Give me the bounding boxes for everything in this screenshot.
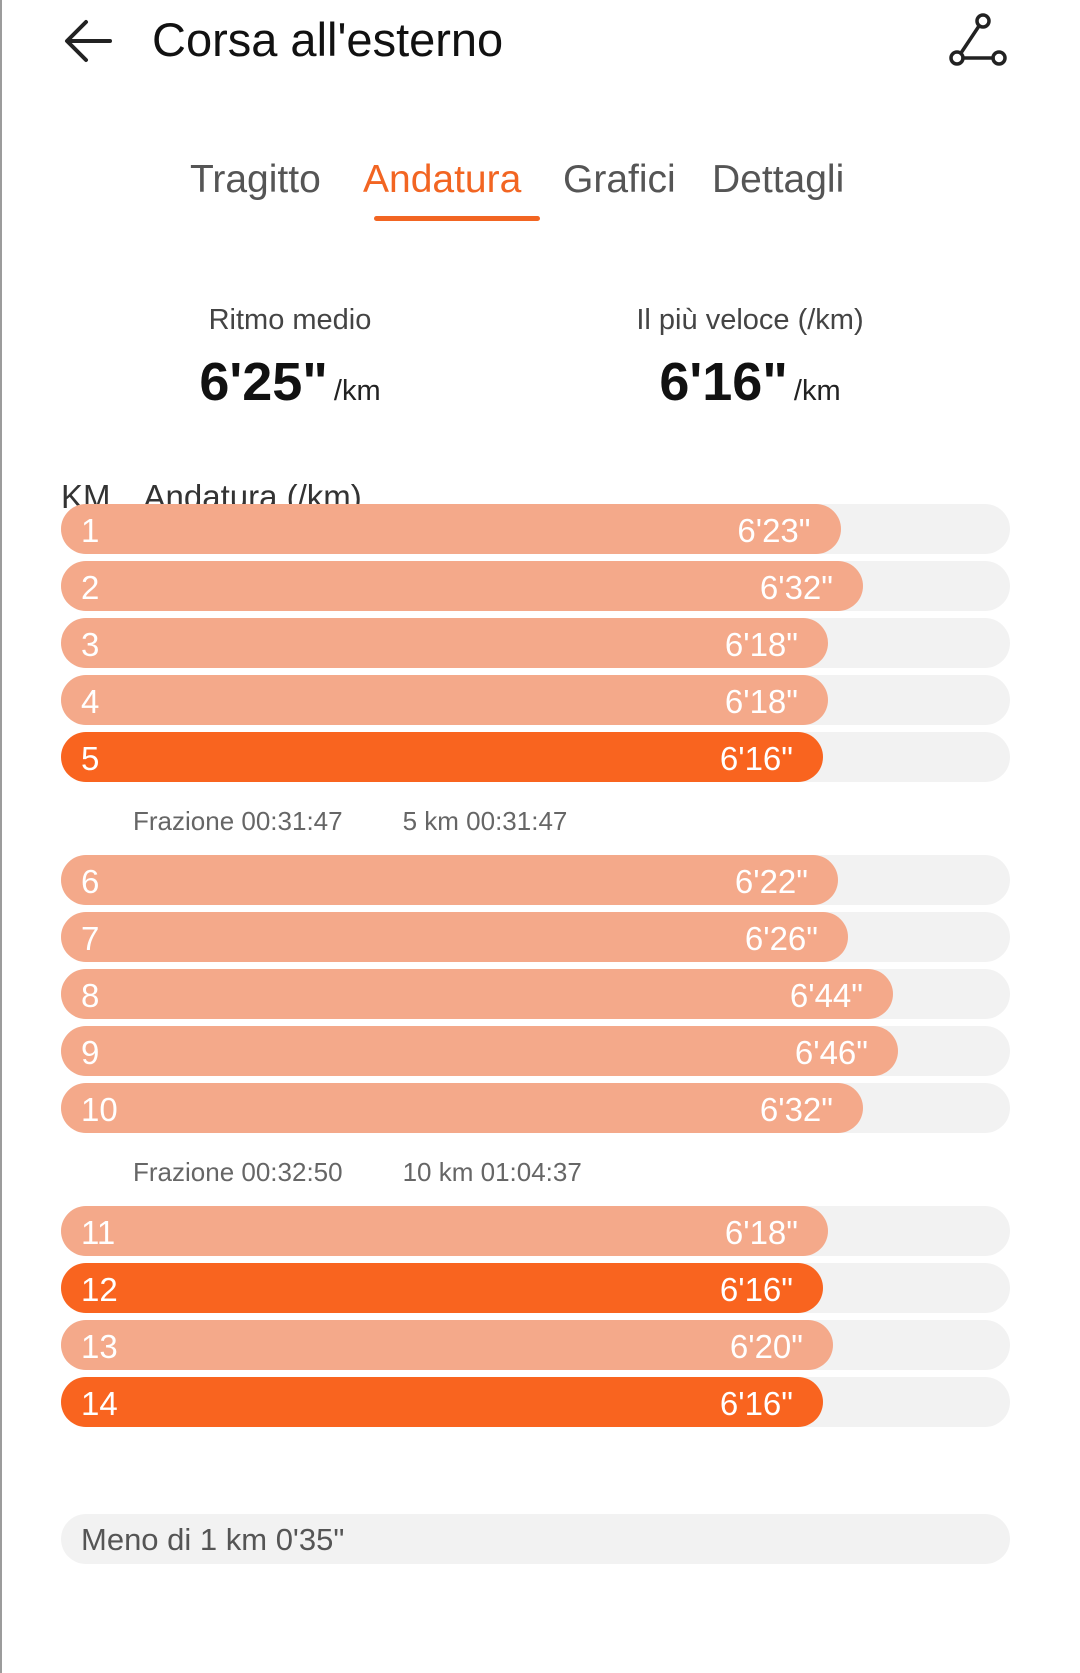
average-pace-label: Ritmo medio <box>208 304 372 336</box>
lap-row: 10 6'32" <box>61 1083 1010 1133</box>
lap-row: 6 6'22" <box>61 855 1010 905</box>
app-header: Corsa all'esterno <box>0 0 1080 100</box>
lap-row: 5 6'16" <box>61 732 1010 782</box>
lap-pace-label: 6'26" <box>744 920 818 957</box>
cumulative-time: 5 km 00:31:47 <box>402 806 568 836</box>
pace-bar: 1 6'23" <box>61 504 841 554</box>
pace-bar: 13 6'20" <box>61 1320 833 1370</box>
pace-bar: 7 6'26" <box>61 912 848 962</box>
lap-row: 8 6'44" <box>61 969 1010 1019</box>
fastest-pace-value-row: 6'16"/km <box>600 351 900 413</box>
lap-km-label: 9 <box>81 1034 100 1071</box>
pace-bar: 2 6'32" <box>61 561 863 611</box>
split-summary: Frazione 00:32:50 10 km 01:04:37 <box>133 1157 582 1188</box>
lap-row: 2 6'32" <box>61 561 1010 611</box>
lap-pace-label: 6'22" <box>734 863 808 900</box>
lap-pace-label: 6'44" <box>789 977 863 1014</box>
lap-km-label: 8 <box>81 977 100 1014</box>
lap-pace-label: 6'16" <box>719 740 793 777</box>
lap-row: 13 6'20" <box>61 1320 1010 1370</box>
lap-km-label: 2 <box>81 569 100 606</box>
cumulative-time: 10 km 01:04:37 <box>402 1157 582 1187</box>
pace-bar: 6 6'22" <box>61 855 838 905</box>
fastest-pace-bar: 14 6'16" <box>61 1377 823 1427</box>
tab-dettagli[interactable]: Dettagli <box>712 158 845 201</box>
fastest-pace-label: Il più veloce (/km) <box>636 304 864 336</box>
tab-andatura[interactable]: Andatura <box>363 158 522 201</box>
lap-row: 12 6'16" <box>61 1263 1010 1313</box>
lap-km-label: 5 <box>81 740 100 777</box>
fastest-pace-bar: 5 6'16" <box>61 732 823 782</box>
arrow-left-icon <box>65 20 112 62</box>
lap-pace-label: 6'18" <box>724 683 798 720</box>
lap-pace-label: 6'32" <box>759 1091 833 1128</box>
lap-row: 7 6'26" <box>61 912 1010 962</box>
pace-bar: 10 6'32" <box>61 1083 863 1133</box>
lap-km-label: 11 <box>81 1214 116 1251</box>
route-icon <box>949 13 1007 66</box>
tab-bar: Tragitto Andatura Grafici Dettagli <box>0 150 1080 230</box>
pace-bar: 4 6'18" <box>61 675 828 725</box>
lap-km-label: 7 <box>81 920 100 957</box>
lap-km-label: 4 <box>81 683 100 720</box>
lap-km-label: 10 <box>81 1091 118 1128</box>
fastest-pace-unit: /km <box>793 375 841 407</box>
lap-pace-label: 6'16" <box>719 1385 793 1422</box>
pace-bar: 3 6'18" <box>61 618 828 668</box>
lap-row: 1 6'23" <box>61 504 1010 554</box>
page-title: Corsa all'esterno <box>152 13 504 66</box>
average-pace-value-row: 6'25"/km <box>160 351 420 413</box>
lap-pace-label: 6'18" <box>724 1214 798 1251</box>
split-time: Frazione 00:32:50 <box>133 1157 343 1187</box>
window-edge <box>0 0 2 1673</box>
fastest-pace-stat: Il più veloce (/km) 6'16"/km <box>600 304 900 413</box>
lap-pace-label: 6'20" <box>729 1328 803 1365</box>
remainder-text: Meno di 1 km 0'35" <box>81 1522 345 1557</box>
lap-pace-label: 6'32" <box>759 569 833 606</box>
back-button[interactable] <box>62 14 116 68</box>
split-summary: Frazione 00:31:47 5 km 00:31:47 <box>133 806 567 837</box>
lap-pace-label: 6'46" <box>794 1034 868 1071</box>
average-pace-value: 6'25" <box>199 352 328 412</box>
tab-tragitto[interactable]: Tragitto <box>190 158 321 201</box>
active-tab-indicator <box>374 216 540 221</box>
lap-km-label: 1 <box>81 512 100 549</box>
lap-km-label: 12 <box>81 1271 118 1308</box>
average-pace-stat: Ritmo medio 6'25"/km <box>160 304 420 413</box>
pace-bar: 11 6'18" <box>61 1206 828 1256</box>
pace-bar: 8 6'44" <box>61 969 893 1019</box>
lap-row: 3 6'18" <box>61 618 1010 668</box>
pace-bar: 9 6'46" <box>61 1026 898 1076</box>
lap-km-label: 14 <box>81 1385 118 1422</box>
average-pace-unit: /km <box>333 375 381 407</box>
split-time: Frazione 00:31:47 <box>133 806 343 836</box>
lap-km-label: 3 <box>81 626 100 663</box>
remainder-row: Meno di 1 km 0'35" <box>61 1514 1010 1564</box>
lap-row: 4 6'18" <box>61 675 1010 725</box>
fastest-pace-bar: 12 6'16" <box>61 1263 823 1313</box>
lap-pace-label: 6'16" <box>719 1271 793 1308</box>
fastest-pace-value: 6'16" <box>659 352 788 412</box>
lap-row: 11 6'18" <box>61 1206 1010 1256</box>
tab-grafici[interactable]: Grafici <box>563 158 676 201</box>
route-button[interactable] <box>948 12 1008 68</box>
lap-km-label: 13 <box>81 1328 118 1365</box>
lap-km-label: 6 <box>81 863 100 900</box>
lap-row: 9 6'46" <box>61 1026 1010 1076</box>
lap-row: 14 6'16" <box>61 1377 1010 1427</box>
lap-pace-label: 6'18" <box>724 626 798 663</box>
lap-pace-label: 6'23" <box>737 512 811 549</box>
